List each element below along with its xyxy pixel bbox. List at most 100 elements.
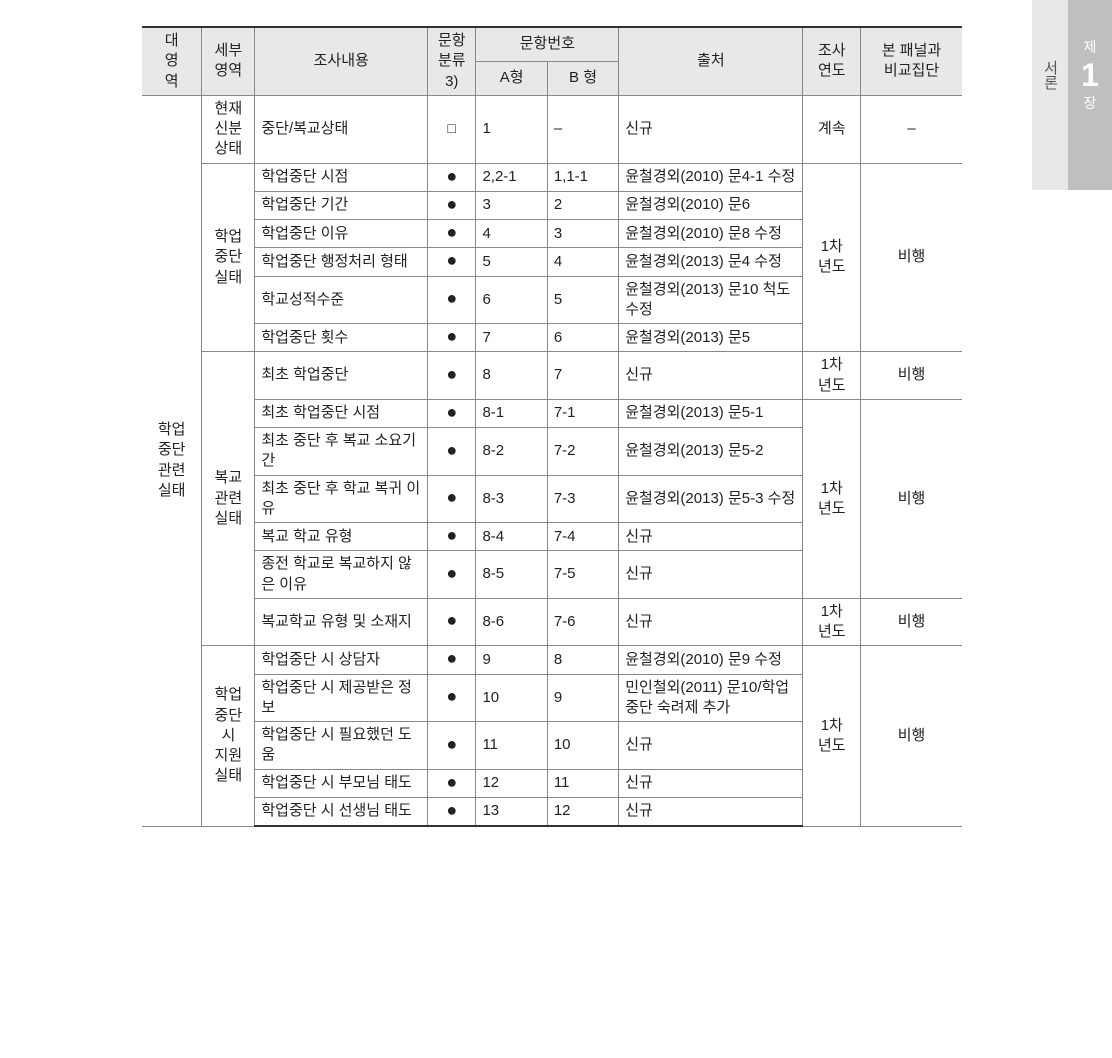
table-row: 복교관련실태최초 학업중단●87신규1차년도비행 bbox=[142, 352, 962, 400]
type-b-cell: 12 bbox=[547, 797, 618, 826]
content-cell: 복교학교 유형 및 소재지 bbox=[255, 598, 428, 646]
classification-cell: ● bbox=[428, 722, 476, 770]
type-b-cell: 4 bbox=[547, 248, 618, 276]
th-year: 조사연도 bbox=[803, 27, 861, 95]
source-cell: 신규 bbox=[619, 523, 803, 551]
compare-cell: 비행 bbox=[861, 399, 962, 598]
type-a-cell: 8-3 bbox=[476, 475, 547, 523]
content-cell: 최초 학업중단 bbox=[255, 352, 428, 400]
type-a-cell: 5 bbox=[476, 248, 547, 276]
source-cell: 윤철경외(2013) 문5 bbox=[619, 324, 803, 352]
type-a-cell: 8 bbox=[476, 352, 547, 400]
content-cell: 학업중단 기간 bbox=[255, 191, 428, 219]
classification-cell: ● bbox=[428, 248, 476, 276]
type-b-cell: 8 bbox=[547, 646, 618, 674]
table-row: 학업중단시지원실태학업중단 시 상담자●98윤철경외(2010) 문9 수정1차… bbox=[142, 646, 962, 674]
classification-cell: ● bbox=[428, 352, 476, 400]
content-cell: 학업중단 시점 bbox=[255, 163, 428, 191]
major-area-cell: 학업중단관련실태 bbox=[142, 95, 202, 826]
type-b-cell: 11 bbox=[547, 769, 618, 797]
classification-cell: ● bbox=[428, 220, 476, 248]
content-cell: 학교성적수준 bbox=[255, 276, 428, 324]
sub-area-cell: 현재신분상태 bbox=[202, 95, 255, 163]
source-cell: 신규 bbox=[619, 352, 803, 400]
year-cell: 1차년도 bbox=[803, 646, 861, 826]
type-a-cell: 2,2-1 bbox=[476, 163, 547, 191]
tab-chapter-number: 1 bbox=[1081, 59, 1099, 91]
content-cell: 학업중단 시 필요했던 도움 bbox=[255, 722, 428, 770]
source-cell: 윤철경외(2013) 문10 척도 수정 bbox=[619, 276, 803, 324]
type-b-cell: 7-5 bbox=[547, 551, 618, 599]
type-a-cell: 1 bbox=[476, 95, 547, 163]
content-cell: 최초 중단 후 복교 소요기간 bbox=[255, 428, 428, 476]
tab-jang: 장 bbox=[1084, 93, 1097, 113]
classification-cell: ● bbox=[428, 598, 476, 646]
type-b-cell: 7-6 bbox=[547, 598, 618, 646]
compare-cell: 비행 bbox=[861, 646, 962, 826]
type-a-cell: 8-4 bbox=[476, 523, 547, 551]
th-type-b: B 형 bbox=[547, 61, 618, 95]
year-cell: 1차년도 bbox=[803, 352, 861, 400]
type-a-cell: 7 bbox=[476, 324, 547, 352]
content-cell: 최초 학업중단 시점 bbox=[255, 399, 428, 427]
content-cell: 학업중단 시 제공받은 정보 bbox=[255, 674, 428, 722]
classification-cell: ● bbox=[428, 769, 476, 797]
type-b-cell: 3 bbox=[547, 220, 618, 248]
content-cell: 복교 학교 유형 bbox=[255, 523, 428, 551]
sub-area-cell: 복교관련실태 bbox=[202, 352, 255, 646]
classification-cell: ● bbox=[428, 646, 476, 674]
source-cell: 윤철경외(2013) 문5-3 수정 bbox=[619, 475, 803, 523]
content-cell: 중단/복교상태 bbox=[255, 95, 428, 163]
tab-intro-label: 서론 bbox=[1032, 0, 1068, 190]
content-cell: 학업중단 시 부모님 태도 bbox=[255, 769, 428, 797]
tab-je: 제 bbox=[1084, 37, 1097, 57]
table-row: 학업중단관련실태현재신분상태중단/복교상태□1–신규계속– bbox=[142, 95, 962, 163]
year-cell: 1차년도 bbox=[803, 163, 861, 352]
source-cell: 신규 bbox=[619, 551, 803, 599]
content-cell: 학업중단 시 상담자 bbox=[255, 646, 428, 674]
table-row: 최초 학업중단 시점●8-17-1윤철경외(2013) 문5-11차년도비행 bbox=[142, 399, 962, 427]
sub-area-cell: 학업중단실태 bbox=[202, 163, 255, 352]
year-cell: 계속 bbox=[803, 95, 861, 163]
type-a-cell: 4 bbox=[476, 220, 547, 248]
source-cell: 윤철경외(2010) 문8 수정 bbox=[619, 220, 803, 248]
source-cell: 민인철외(2011) 문10/학업중단 숙려제 추가 bbox=[619, 674, 803, 722]
survey-table: 대영역 세부영역 조사내용 문항분류3) 문항번호 출처 조사연도 본 패널과비… bbox=[142, 26, 962, 827]
th-classification: 문항분류3) bbox=[428, 27, 476, 95]
type-a-cell: 8-5 bbox=[476, 551, 547, 599]
type-b-cell: – bbox=[547, 95, 618, 163]
type-b-cell: 7 bbox=[547, 352, 618, 400]
source-cell: 윤철경외(2013) 문5-1 bbox=[619, 399, 803, 427]
source-cell: 신규 bbox=[619, 769, 803, 797]
th-content: 조사내용 bbox=[255, 27, 428, 95]
type-a-cell: 8-6 bbox=[476, 598, 547, 646]
th-item-number: 문항번호 bbox=[476, 27, 619, 61]
type-b-cell: 6 bbox=[547, 324, 618, 352]
tab-chapter: 제 1 장 bbox=[1068, 0, 1112, 190]
type-b-cell: 7-2 bbox=[547, 428, 618, 476]
type-b-cell: 7-3 bbox=[547, 475, 618, 523]
type-b-cell: 7-1 bbox=[547, 399, 618, 427]
source-cell: 신규 bbox=[619, 797, 803, 826]
type-a-cell: 11 bbox=[476, 722, 547, 770]
table-body: 학업중단관련실태현재신분상태중단/복교상태□1–신규계속–학업중단실태학업중단 … bbox=[142, 95, 962, 826]
type-a-cell: 8-2 bbox=[476, 428, 547, 476]
content-cell: 학업중단 이유 bbox=[255, 220, 428, 248]
classification-cell: ● bbox=[428, 523, 476, 551]
classification-cell: ● bbox=[428, 399, 476, 427]
th-source: 출처 bbox=[619, 27, 803, 95]
compare-cell: 비행 bbox=[861, 352, 962, 400]
type-a-cell: 6 bbox=[476, 276, 547, 324]
chapter-tab: 서론 제 1 장 bbox=[1032, 0, 1112, 190]
classification-cell: ● bbox=[428, 674, 476, 722]
content-cell: 최초 중단 후 학교 복귀 이유 bbox=[255, 475, 428, 523]
compare-cell: 비행 bbox=[861, 163, 962, 352]
sub-area-cell: 학업중단시지원실태 bbox=[202, 646, 255, 826]
classification-cell: ● bbox=[428, 276, 476, 324]
classification-cell: ● bbox=[428, 797, 476, 826]
source-cell: 윤철경외(2013) 문5-2 bbox=[619, 428, 803, 476]
source-cell: 윤철경외(2010) 문6 bbox=[619, 191, 803, 219]
table-header: 대영역 세부영역 조사내용 문항분류3) 문항번호 출처 조사연도 본 패널과비… bbox=[142, 27, 962, 95]
classification-cell: ● bbox=[428, 551, 476, 599]
source-cell: 신규 bbox=[619, 722, 803, 770]
